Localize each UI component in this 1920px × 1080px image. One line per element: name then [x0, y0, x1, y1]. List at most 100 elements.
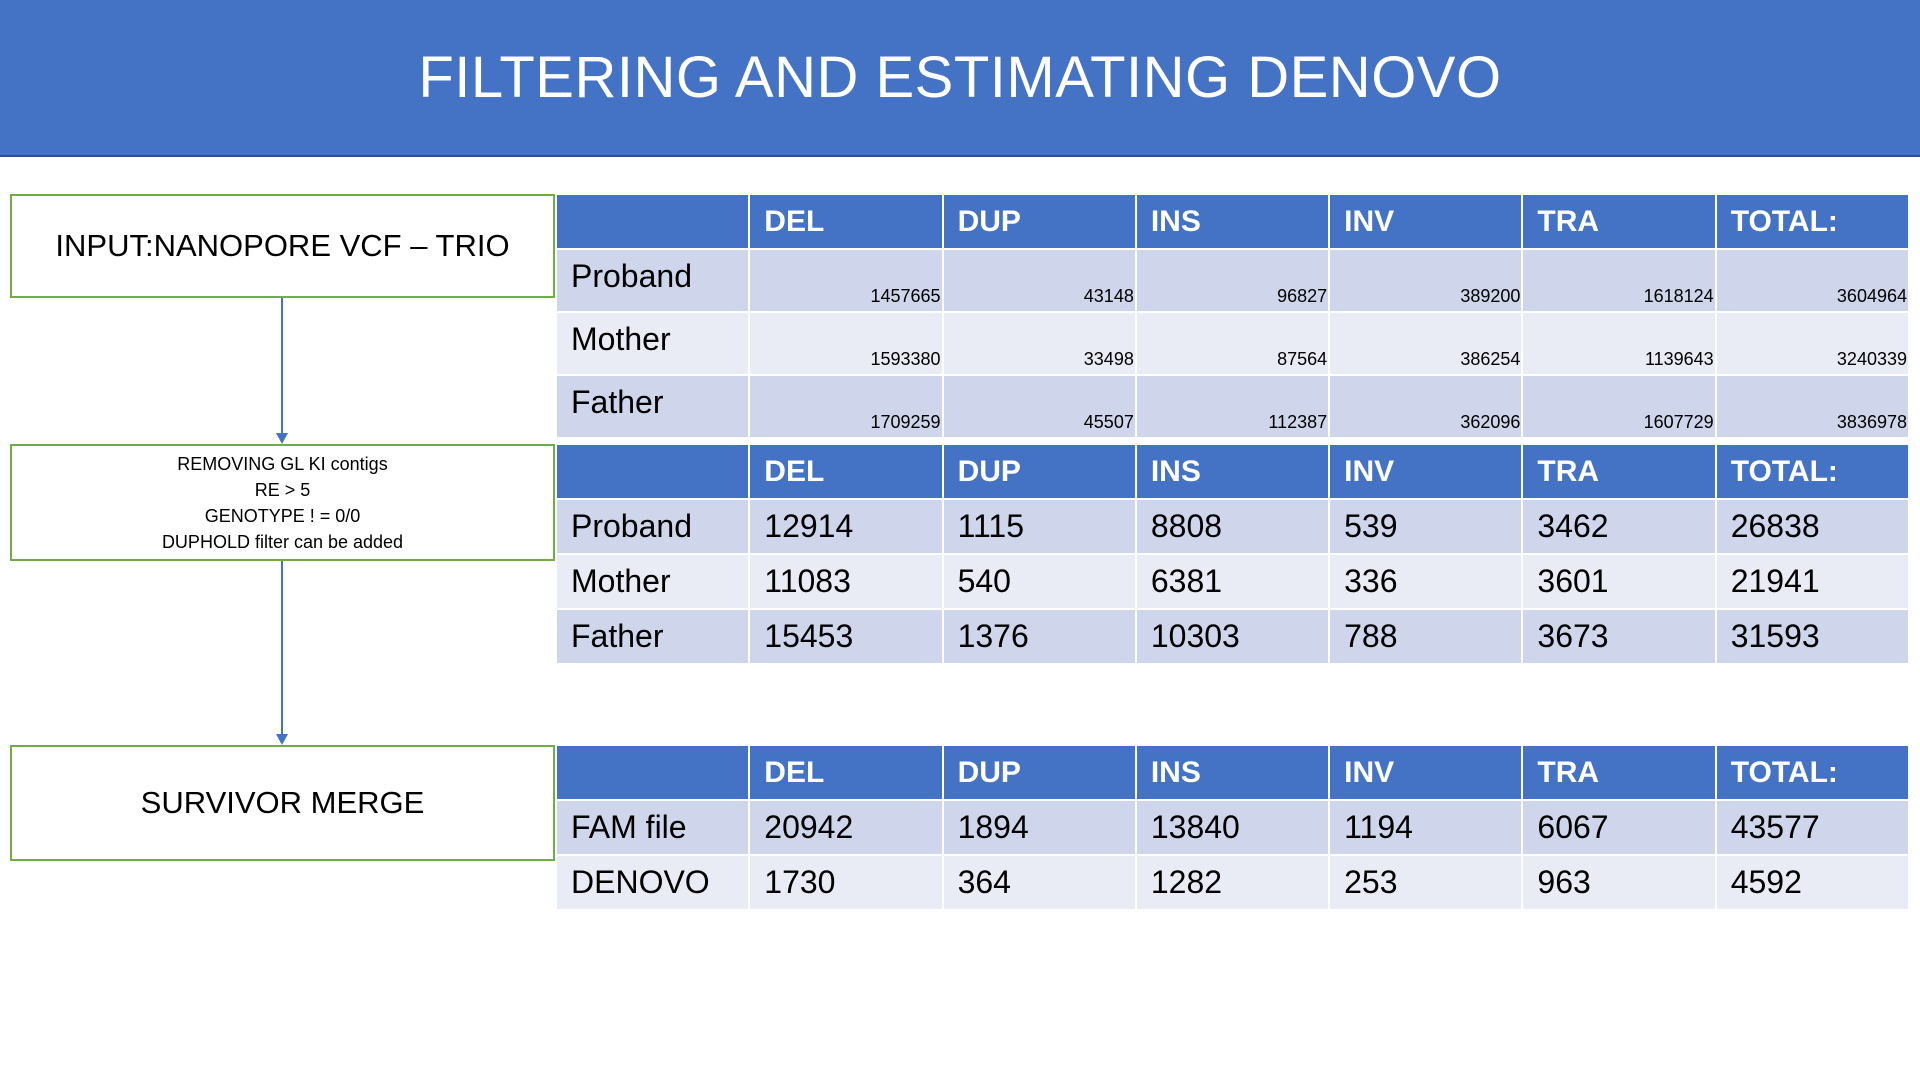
filter-line-contigs: REMOVING GL KI contigs [177, 453, 388, 474]
table-row: Father 15453 1376 10303 788 3673 31593 [557, 610, 1908, 663]
cell-del: 1457665 [750, 250, 942, 311]
table-header-row: DEL DUP INS INV TRA TOTAL: [557, 195, 1908, 248]
table-header-row: DEL DUP INS INV TRA TOTAL: [557, 746, 1908, 799]
cell-ins: 10303 [1136, 610, 1329, 663]
header-tra: TRA [1523, 195, 1715, 248]
row-label: FAM file [557, 801, 749, 854]
filter-line-duphold: DUPHOLD filter can be added [161, 531, 404, 552]
cell-ins: 96827 [1136, 250, 1329, 311]
header-total: TOTAL: [1716, 746, 1908, 799]
cell-total: 4592 [1716, 856, 1908, 909]
cell-inv: 788 [1330, 610, 1522, 663]
header-inv: INV [1330, 195, 1522, 248]
cell-tra: 1618124 [1523, 250, 1715, 311]
cell-del: 11083 [750, 555, 942, 608]
cell-inv: 389200 [1330, 250, 1522, 311]
row-label: Proband [557, 500, 749, 553]
header-inv: INV [1330, 445, 1522, 498]
row-label: Mother [557, 313, 749, 374]
filtered-counts-table: DEL DUP INS INV TRA TOTAL: Proband 12914… [555, 443, 1910, 665]
cell-tra: 6067 [1523, 801, 1715, 854]
table-row: DENOVO 1730 364 1282 253 963 4592 [557, 856, 1908, 909]
cell-del: 15453 [750, 610, 942, 663]
cell-total: 31593 [1716, 610, 1908, 663]
table-row: Proband 1457665 43148 96827 389200 16181… [557, 250, 1908, 311]
header-del: DEL [750, 746, 942, 799]
row-label: Proband [557, 250, 749, 311]
table-row: FAM file 20942 1894 13840 1194 6067 4357… [557, 801, 1908, 854]
row-label: Father [557, 376, 749, 437]
header-total: TOTAL: [1716, 445, 1908, 498]
cell-ins: 8808 [1136, 500, 1329, 553]
connector-line-1 [281, 298, 283, 433]
cell-del: 1593380 [750, 313, 942, 374]
cell-tra: 3462 [1523, 500, 1715, 553]
input-step-box: INPUT:NANOPORE VCF – TRIO [10, 194, 555, 298]
cell-dup: 45507 [943, 376, 1135, 437]
cell-inv: 336 [1330, 555, 1522, 608]
cell-dup: 43148 [943, 250, 1135, 311]
header-ins: INS [1136, 445, 1329, 498]
header-ins: INS [1136, 746, 1329, 799]
cell-ins: 112387 [1136, 376, 1329, 437]
header-tra: TRA [1523, 746, 1715, 799]
cell-del: 1709259 [750, 376, 942, 437]
arrow-down-icon [276, 433, 288, 444]
cell-inv: 253 [1330, 856, 1522, 909]
cell-ins: 6381 [1136, 555, 1329, 608]
header-tra: TRA [1523, 445, 1715, 498]
cell-total: 3240339 [1716, 313, 1908, 374]
header-del: DEL [750, 195, 942, 248]
header-dup: DUP [943, 195, 1135, 248]
header-ins: INS [1136, 195, 1329, 248]
header-dup: DUP [943, 445, 1135, 498]
merge-step-label: SURVIVOR MERGE [140, 785, 425, 820]
cell-dup: 1894 [943, 801, 1135, 854]
cell-ins: 13840 [1136, 801, 1329, 854]
header-corner [557, 195, 749, 248]
cell-dup: 33498 [943, 313, 1135, 374]
cell-total: 26838 [1716, 500, 1908, 553]
connector-line-2 [281, 561, 283, 734]
cell-total: 43577 [1716, 801, 1908, 854]
arrow-down-icon [276, 734, 288, 745]
cell-tra: 1139643 [1523, 313, 1715, 374]
cell-inv: 539 [1330, 500, 1522, 553]
table-row: Proband 12914 1115 8808 539 3462 26838 [557, 500, 1908, 553]
row-label: DENOVO [557, 856, 749, 909]
input-step-label: INPUT:NANOPORE VCF – TRIO [55, 228, 510, 263]
row-label: Mother [557, 555, 749, 608]
table-row: Father 1709259 45507 112387 362096 16077… [557, 376, 1908, 437]
cell-dup: 1376 [943, 610, 1135, 663]
cell-total: 3836978 [1716, 376, 1908, 437]
header-dup: DUP [943, 746, 1135, 799]
table-row: Mother 1593380 33498 87564 386254 113964… [557, 313, 1908, 374]
cell-del: 20942 [750, 801, 942, 854]
header-total: TOTAL: [1716, 195, 1908, 248]
header-corner [557, 445, 749, 498]
cell-tra: 3601 [1523, 555, 1715, 608]
cell-total: 3604964 [1716, 250, 1908, 311]
page-title: FILTERING AND ESTIMATING DENOVO [418, 45, 1502, 110]
filter-line-genotype: GENOTYPE ! = 0/0 [204, 505, 361, 526]
raw-counts-table: DEL DUP INS INV TRA TOTAL: Proband 14576… [555, 193, 1910, 439]
merge-results-table: DEL DUP INS INV TRA TOTAL: FAM file 2094… [555, 744, 1910, 911]
cell-ins: 87564 [1136, 313, 1329, 374]
table-row: Mother 11083 540 6381 336 3601 21941 [557, 555, 1908, 608]
filter-line-re: RE > 5 [254, 479, 311, 500]
cell-ins: 1282 [1136, 856, 1329, 909]
title-banner: FILTERING AND ESTIMATING DENOVO [0, 0, 1920, 157]
filter-step-box: REMOVING GL KI contigs RE > 5 GENOTYPE !… [10, 444, 555, 561]
merge-step-box: SURVIVOR MERGE [10, 745, 555, 861]
cell-tra: 1607729 [1523, 376, 1715, 437]
cell-inv: 1194 [1330, 801, 1522, 854]
cell-inv: 362096 [1330, 376, 1522, 437]
table-header-row: DEL DUP INS INV TRA TOTAL: [557, 445, 1908, 498]
cell-dup: 540 [943, 555, 1135, 608]
cell-tra: 3673 [1523, 610, 1715, 663]
header-inv: INV [1330, 746, 1522, 799]
cell-del: 1730 [750, 856, 942, 909]
cell-del: 12914 [750, 500, 942, 553]
cell-tra: 963 [1523, 856, 1715, 909]
header-corner [557, 746, 749, 799]
